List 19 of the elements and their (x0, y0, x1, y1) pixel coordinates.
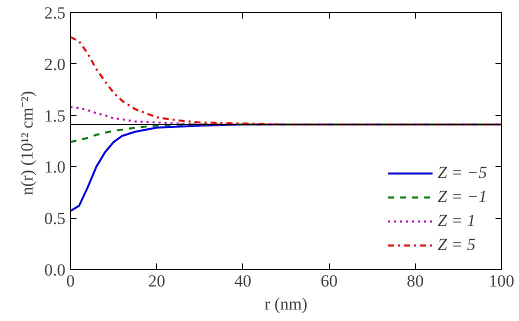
legend-label: Z = 5 (438, 235, 476, 255)
x-tick-label: 80 (406, 272, 424, 290)
x-tick-label: 60 (320, 272, 338, 290)
y-tick-label: 2.5 (44, 4, 66, 22)
legend-label: Z = −1 (438, 187, 487, 207)
y-tick-label: 0.5 (44, 209, 66, 228)
line-series (70, 36, 502, 126)
x-tick-label: 0 (66, 272, 75, 290)
y-tick-label: 0.0 (44, 260, 66, 280)
x-tick-label: 40 (234, 272, 252, 290)
legend-label: Z = −5 (438, 163, 487, 183)
x-tick-label: 20 (148, 272, 166, 290)
y-tick-label: 2.0 (44, 54, 66, 74)
x-axis-title: r (nm) (264, 294, 308, 314)
legend-label: Z = 1 (438, 211, 476, 231)
y-axis-title: n(r) (10¹² cm⁻²) (17, 90, 36, 196)
x-tick-label: 100 (488, 272, 514, 290)
y-tick-label: 1.5 (44, 106, 66, 126)
y-tick-label: 1.0 (44, 158, 66, 177)
